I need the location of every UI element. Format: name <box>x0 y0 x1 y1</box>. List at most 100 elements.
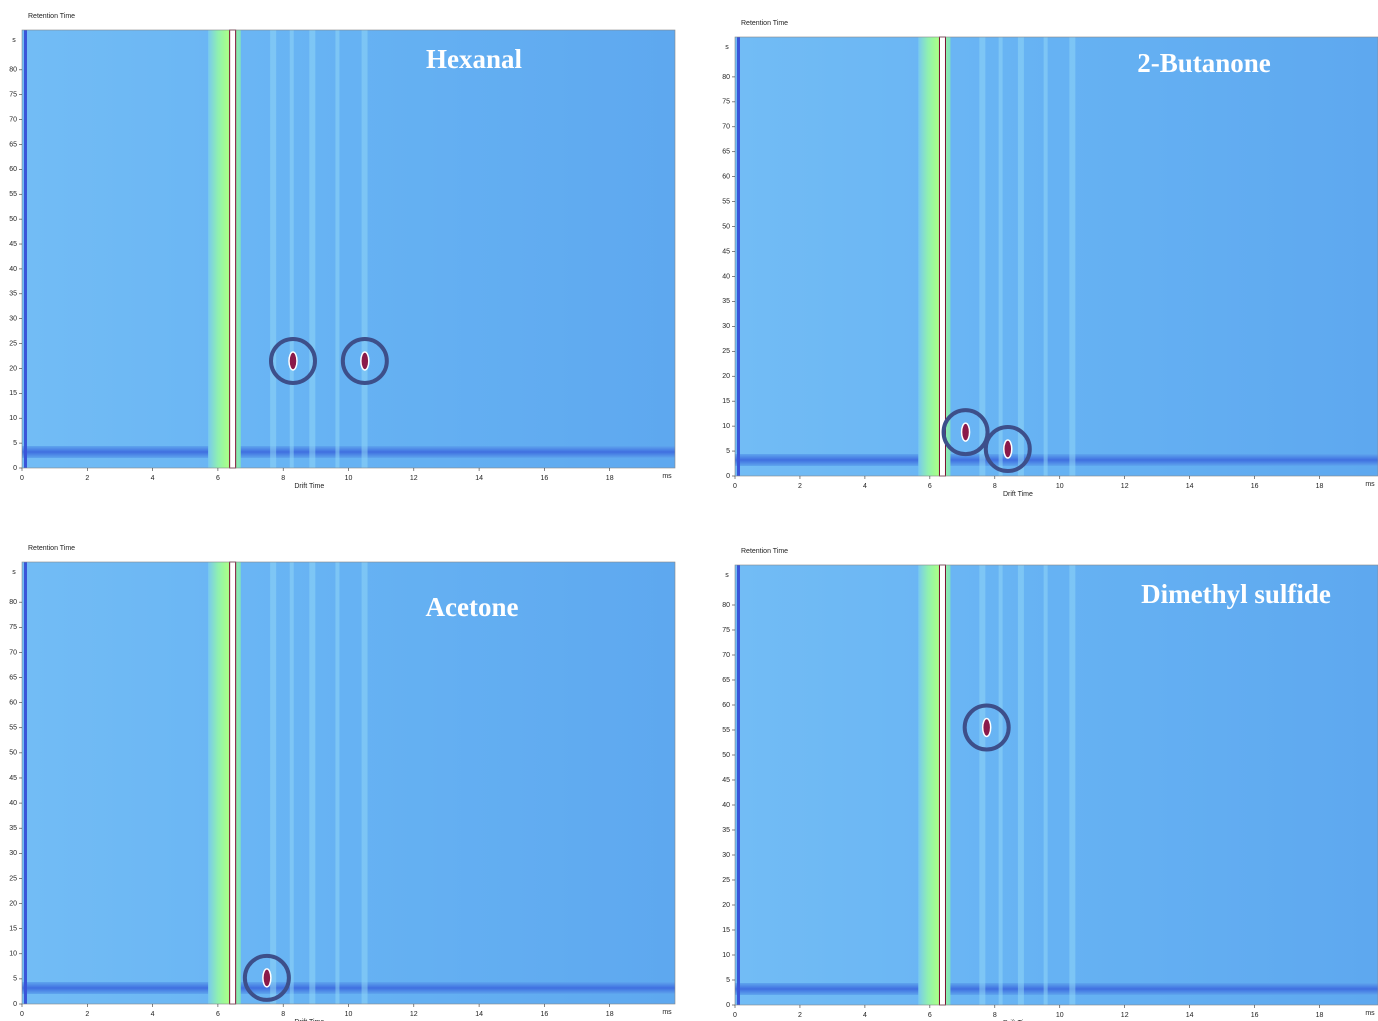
y-tick-label: 50 <box>9 216 17 223</box>
y-unit: s <box>12 37 16 44</box>
y-tick-label: 15 <box>9 926 17 933</box>
y-tick-label: 0 <box>13 465 17 472</box>
y-tick-label: 5 <box>13 976 17 983</box>
y-tick-label: 70 <box>9 649 17 656</box>
heatmap-background <box>22 562 675 1004</box>
reactant-band <box>22 982 675 994</box>
x-tick-label: 4 <box>863 483 867 490</box>
rip-core <box>938 36 946 477</box>
x-axis-label: Drift Time <box>1003 491 1033 498</box>
x-tick-label: 14 <box>475 1011 483 1018</box>
y-tick-label: 30 <box>722 852 730 859</box>
y-tick-label: 55 <box>722 727 730 734</box>
x-tick-label: 2 <box>798 1012 802 1019</box>
peak <box>288 351 298 371</box>
streak <box>309 30 316 468</box>
rip-core <box>229 29 237 469</box>
streak <box>309 562 316 1004</box>
x-tick-label: 2 <box>798 483 802 490</box>
y-tick-label: 10 <box>722 952 730 959</box>
y-tick-label: 60 <box>722 702 730 709</box>
y-tick-label: 75 <box>9 92 17 99</box>
peak <box>960 422 971 442</box>
x-axis-label: Drift Time <box>294 483 324 490</box>
y-tick-label: 50 <box>722 223 730 230</box>
y-tick-label: 5 <box>13 440 17 447</box>
y-tick-label: 55 <box>9 725 17 732</box>
peak <box>360 351 370 371</box>
panel: 0 5 10 15 20 25 30 35 40 45 50 55 60 65 70 75 80 0 2 4 6 8 10 1… <box>9 545 676 1021</box>
plot-frame <box>734 564 1378 1006</box>
y-tick-label: 20 <box>9 365 17 372</box>
streak <box>1069 37 1076 476</box>
y-tick-label: 75 <box>9 624 17 631</box>
y-tick-label: 20 <box>722 902 730 909</box>
x-axis-label: Drift Time <box>1003 1020 1033 1021</box>
y-tick-label: 70 <box>722 124 730 131</box>
streak <box>998 565 1003 1005</box>
y-tick-label: 20 <box>722 373 730 380</box>
y-axis-label: Retention Time <box>741 20 788 27</box>
y-tick-label: 70 <box>722 652 730 659</box>
heatmap-background <box>735 37 1378 476</box>
y-tick-label: 60 <box>9 166 17 173</box>
y-tick-label: 0 <box>726 473 730 480</box>
peak <box>1003 439 1013 459</box>
streak <box>289 30 294 468</box>
x-tick-label: 8 <box>281 1011 285 1018</box>
x-tick-label: 0 <box>733 1012 737 1019</box>
x-unit: ms <box>662 1009 672 1016</box>
x-tick-label: 8 <box>993 1012 997 1019</box>
y-tick-label: 45 <box>722 248 730 255</box>
x-tick-label: 10 <box>1056 1012 1064 1019</box>
y-unit: s <box>725 44 729 51</box>
y-tick-label: 40 <box>9 800 17 807</box>
y-tick-label: 35 <box>9 825 17 832</box>
peak <box>981 717 992 738</box>
y-tick-label: 40 <box>9 266 17 273</box>
streak <box>361 30 368 468</box>
y-tick-label: 80 <box>9 67 17 74</box>
x-tick-label: 0 <box>733 483 737 490</box>
x-tick-label: 0 <box>20 475 24 482</box>
x-tick-label: 6 <box>216 475 220 482</box>
panel-title: Hexanal <box>426 44 523 74</box>
y-tick-label: 45 <box>9 775 17 782</box>
x-tick-label: 16 <box>1251 483 1259 490</box>
streak <box>289 562 294 1004</box>
y-tick-label: 75 <box>722 99 730 106</box>
streak <box>979 37 986 476</box>
x-tick-label: 16 <box>541 1011 549 1018</box>
x-tick-label: 8 <box>993 483 997 490</box>
heatmap-background <box>22 30 675 468</box>
streak <box>335 562 340 1004</box>
x-tick-label: 10 <box>1056 483 1064 490</box>
marker-circle <box>268 336 317 385</box>
panel: 0 5 10 15 20 25 30 35 40 45 50 55 60 65 70 75 80 0 2 4 6 8 10 1… <box>722 20 1378 498</box>
marker-circle <box>962 703 1011 752</box>
x-unit: ms <box>662 473 672 480</box>
x-tick-label: 18 <box>606 475 614 482</box>
y-tick-label: 25 <box>722 348 730 355</box>
x-tick-label: 12 <box>1121 483 1129 490</box>
y-tick-label: 30 <box>9 850 17 857</box>
streak <box>1043 565 1048 1005</box>
rip-core <box>229 561 237 1005</box>
y-tick-label: 65 <box>9 674 17 681</box>
y-axis-label: Retention Time <box>28 13 75 20</box>
x-tick-label: 14 <box>1186 483 1194 490</box>
y-tick-label: 65 <box>9 141 17 148</box>
left-edge <box>737 37 740 476</box>
y-tick-label: 60 <box>722 174 730 181</box>
x-tick-label: 12 <box>410 1011 418 1018</box>
left-edge <box>24 562 27 1004</box>
y-tick-label: 35 <box>722 827 730 834</box>
y-tick-label: 45 <box>9 241 17 248</box>
x-tick-label: 4 <box>151 475 155 482</box>
y-tick-label: 40 <box>722 273 730 280</box>
y-tick-label: 30 <box>722 323 730 330</box>
marker-circle <box>983 425 1032 474</box>
y-tick-label: 50 <box>9 750 17 757</box>
x-tick-label: 2 <box>85 1011 89 1018</box>
marker-circle <box>242 953 291 1002</box>
